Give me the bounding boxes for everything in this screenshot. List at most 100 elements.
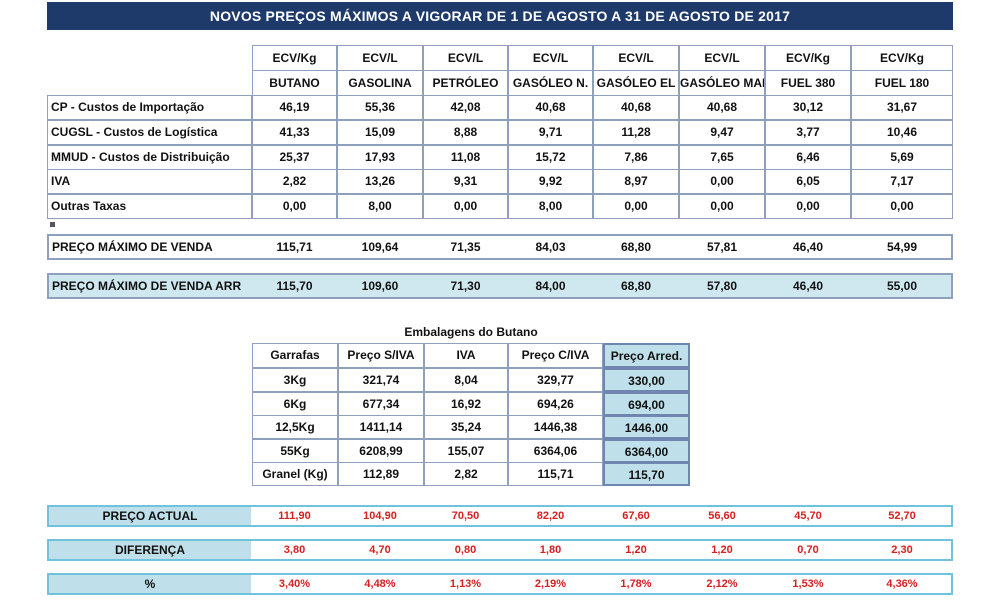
table-cell: 9,47 <box>679 120 765 145</box>
table-cell: 41,33 <box>252 120 337 145</box>
butano-cell: 35,24 <box>424 415 508 440</box>
table-cell: 0,00 <box>252 194 337 219</box>
table-cell: 40,68 <box>593 95 679 120</box>
unit-header: ECV/L <box>593 45 679 71</box>
table-cell: 10,46 <box>851 120 953 145</box>
summary-value: 1,78% <box>620 578 652 590</box>
product-header: GASOLINA <box>337 70 423 96</box>
pmv-label: PREÇO MÁXIMO DE VENDA <box>52 240 213 254</box>
pmv-arr-value: 57,80 <box>706 279 738 293</box>
table-cell: 0,00 <box>765 194 851 219</box>
butano-cell: 1411,14 <box>338 415 424 440</box>
product-header: FUEL 180 <box>851 70 953 96</box>
unit-header: ECV/L <box>423 45 508 71</box>
table-cell: 15,72 <box>508 145 593 170</box>
butano-cell: 321,74 <box>338 368 424 392</box>
unit-header: ECV/L <box>508 45 593 71</box>
unit-header: ECV/L <box>679 45 765 71</box>
table-cell: 3,77 <box>765 120 851 145</box>
table-cell: 11,08 <box>423 145 508 170</box>
product-header: GASÓLEO EL <box>593 70 679 96</box>
summary-value: 1,13% <box>449 578 482 590</box>
summary-value: 104,90 <box>363 510 397 522</box>
table-cell: 9,71 <box>508 120 593 145</box>
summary-value: 2,12% <box>706 578 738 590</box>
table-cell: 0,00 <box>423 194 508 219</box>
pmv-arr-value: 84,00 <box>535 279 566 293</box>
summary-value: 0,70 <box>797 544 819 556</box>
pmv-row <box>47 234 953 260</box>
row-label: Outras Taxas <box>47 194 252 219</box>
product-header: GASÓLEO MAR <box>679 70 765 96</box>
unit-header: ECV/Kg <box>765 45 851 71</box>
product-header: PETRÓLEO <box>423 70 508 96</box>
butano-cell: 6364,06 <box>508 438 603 463</box>
summary-value: 56,60 <box>708 510 736 522</box>
row-marker <box>50 222 55 227</box>
summary-value: 67,60 <box>622 510 650 522</box>
butano-header: Preço C/IVA <box>508 343 603 368</box>
summary-row <box>47 505 953 527</box>
table-cell: 8,00 <box>508 194 593 219</box>
table-cell: 25,37 <box>252 145 337 170</box>
summary-value: 1,80 <box>539 544 562 556</box>
pmv-value: 115,71 <box>276 240 313 254</box>
table-cell: 46,19 <box>252 95 337 120</box>
summary-value: 1,53% <box>792 578 824 590</box>
butano-cell: 1446,00 <box>603 415 690 440</box>
pmv-arr-value: 46,40 <box>792 279 824 293</box>
summary-row <box>47 539 953 561</box>
page-title: NOVOS PREÇOS MÁXIMOS A VIGORAR DE 1 DE A… <box>47 2 953 30</box>
butano-cell: 329,77 <box>508 368 603 392</box>
table-cell: 31,67 <box>851 95 953 120</box>
butano-cell: 16,92 <box>424 391 508 416</box>
butano-header: Preço Arred. <box>603 343 690 368</box>
row-label: CP - Custos de Importação <box>47 95 252 120</box>
butano-size: 12,5Kg <box>252 415 338 440</box>
summary-label: PREÇO ACTUAL <box>49 507 251 525</box>
butano-cell: 8,04 <box>424 368 508 392</box>
pmv-arr-value: 115,70 <box>276 279 313 293</box>
table-cell: 0,00 <box>679 169 765 194</box>
pmv-value: 46,40 <box>792 240 824 254</box>
product-header: BUTANO <box>252 70 337 96</box>
butano-cell: 2,82 <box>424 462 508 487</box>
table-cell: 11,28 <box>593 120 679 145</box>
pmv-arr-value: 109,60 <box>361 279 399 293</box>
table-cell: 6,46 <box>765 145 851 170</box>
summary-label: DIFERENÇA <box>49 541 251 559</box>
summary-value: 3,80 <box>283 544 306 556</box>
pmv-arr-value: 68,80 <box>620 279 652 293</box>
table-cell: 0,00 <box>679 194 765 219</box>
table-cell: 55,36 <box>337 95 423 120</box>
pmv-arr-value: 55,00 <box>886 279 918 293</box>
butano-cell: 694,00 <box>603 391 690 416</box>
row-label: MMUD - Custos de Distribuição <box>47 145 252 170</box>
table-cell: 7,86 <box>593 145 679 170</box>
butano-header: Garrafas <box>252 343 338 368</box>
unit-header: ECV/Kg <box>851 45 953 71</box>
table-cell: 7,17 <box>851 169 953 194</box>
pmv-value: 57,81 <box>706 240 738 254</box>
summary-value: 2,19% <box>534 578 567 590</box>
table-cell: 30,12 <box>765 95 851 120</box>
pmv-value: 54,99 <box>886 240 918 254</box>
table-cell: 40,68 <box>679 95 765 120</box>
butano-cell: 155,07 <box>424 438 508 463</box>
summary-row <box>47 573 953 595</box>
pmv-value: 71,35 <box>450 240 481 254</box>
table-cell: 15,09 <box>337 120 423 145</box>
butano-size: 55Kg <box>252 438 338 463</box>
butano-cell: 115,71 <box>508 462 603 487</box>
unit-header: ECV/Kg <box>252 45 337 71</box>
butano-size: 3Kg <box>252 368 338 392</box>
table-cell: 9,31 <box>423 169 508 194</box>
table-cell: 5,69 <box>851 145 953 170</box>
table-cell: 42,08 <box>423 95 508 120</box>
butano-table-title: Embalagens do Butano <box>404 325 538 339</box>
pmv-arr-row <box>47 273 953 299</box>
butano-header: Preço S/IVA <box>338 343 424 368</box>
summary-value: 45,70 <box>794 510 822 522</box>
butano-cell: 6208,99 <box>338 438 424 463</box>
butano-cell: 115,70 <box>603 462 690 487</box>
